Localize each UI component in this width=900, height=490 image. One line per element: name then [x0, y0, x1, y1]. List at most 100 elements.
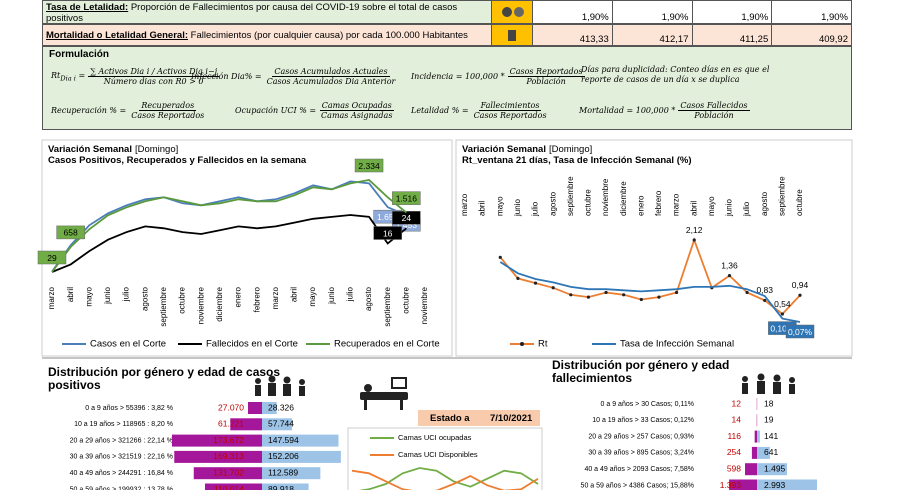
x-tick-label: septiembre [383, 286, 392, 326]
chart-title: Distribución por género y edad [552, 358, 729, 372]
point [586, 295, 591, 299]
label-box [785, 324, 815, 339]
legend-marker [520, 342, 524, 346]
x-tick-label: abril [66, 287, 75, 302]
bar [757, 463, 787, 476]
panel [347, 427, 543, 490]
formula: Incidencia = 100,000 * Casos Reportados Po… [411, 67, 585, 86]
note: Días para duplicidad: Conteo días en es … [581, 65, 770, 84]
formula: Ocupación UCI % = Camas Ocupadas Camas Asi… [235, 101, 394, 120]
x-tick-label: agosto [364, 286, 373, 311]
category-label: 0 a 9 años > 30 Casos; 0,11% [601, 401, 694, 408]
header-row: Tasa de Letalidad: Proporción de Falleci… [42, 0, 852, 24]
row-text: Fallecimientos (por cualquier causa) por… [190, 29, 468, 41]
panel [455, 139, 853, 357]
data-label: 61.221 [218, 419, 244, 429]
category-label: 20 a 29 años > 321266 : 22,14 % [70, 437, 173, 444]
x-tick-label: marzo [271, 286, 280, 309]
label-box [373, 226, 402, 240]
data-label: 0,10% [770, 323, 795, 333]
label-box [373, 209, 402, 224]
data-label: 89.918 [268, 484, 294, 490]
formula: Letalidad % = Fallecimientos Casos Reporta… [411, 101, 549, 120]
point [727, 273, 732, 278]
chart-title: positivos [48, 378, 101, 392]
bar [262, 434, 339, 447]
icon [491, 1, 532, 23]
x-tick-label: enero [234, 286, 243, 307]
point [639, 297, 643, 302]
category-label: 40 a 49 años > 244291 : 16,84 % [70, 470, 173, 477]
row-label: Tasa de Letalidad: [46, 2, 129, 13]
point [533, 281, 538, 285]
data-label: 19 [764, 415, 774, 425]
chart-title: fallecimientos [552, 371, 632, 385]
value: 1,90% [691, 1, 772, 23]
title: Variación Semanal [48, 144, 132, 155]
x-tick-label: abril [290, 287, 299, 302]
bar [757, 446, 770, 459]
series-line [351, 469, 539, 490]
x-tick-label: noviembre [420, 286, 429, 324]
legend-label: Fallecidos en el Corte [206, 339, 298, 350]
category-label: 50 a 59 años > 199932 : 13,78 % [70, 486, 173, 490]
num: Casos Reportados [507, 67, 585, 77]
lhs: Infección Dia% = [191, 72, 262, 81]
bar [204, 483, 262, 490]
data-label: 169.313 [213, 451, 244, 461]
data-label: 0,54 [774, 299, 791, 309]
icon [491, 25, 532, 45]
series-line [51, 179, 407, 273]
bar [262, 450, 341, 463]
x-tick-label: agosto [548, 191, 557, 216]
data-label: 29 [47, 253, 57, 263]
num: Recuperados [139, 101, 197, 111]
bar [172, 434, 262, 447]
title: Variación Semanal [462, 144, 546, 155]
bar [751, 446, 757, 459]
point [710, 286, 714, 290]
x-tick-label: julio [122, 286, 131, 302]
x-tick-label: abril [478, 201, 487, 216]
x-tick-label: octubre [584, 189, 593, 216]
row-label: Mortalidad o Letalidad General: [46, 29, 188, 41]
label-box [768, 321, 797, 335]
row-text: Proporción de Fallecimientos por causa d… [46, 2, 458, 24]
data-label: 173.672 [213, 435, 244, 445]
x-tick-label: julio [346, 286, 355, 302]
data-label: 254 [727, 447, 741, 457]
formulas-title: Formulación [49, 49, 110, 60]
lhs: Recuperación % = [51, 106, 127, 115]
lhs: Rt [51, 70, 61, 80]
num: Casos Acumulados Actuales [272, 67, 390, 77]
point [622, 293, 626, 297]
x-tick-label: junio [327, 286, 336, 304]
data-label: 2.334 [358, 161, 380, 171]
data-label: 28.326 [268, 402, 294, 412]
category-label: 10 a 19 años > 118965 : 8,20 % [74, 421, 173, 428]
bar [247, 402, 262, 414]
value: 411,25 [691, 25, 772, 45]
data-label: 147.594 [268, 435, 299, 445]
data-label: 152.206 [268, 451, 299, 461]
data-label: 1.453 [396, 220, 418, 230]
point [692, 238, 696, 242]
data-label: 110.014 [214, 484, 244, 490]
data-label: 1.393 [720, 480, 742, 490]
x-tick-label: febrero [654, 190, 663, 216]
den: Casos Acumulados Dia Anterior [266, 77, 396, 86]
data-label: 1.495 [764, 463, 786, 473]
chart-subtitle: Rt_ventana 21 días, Tasa de Infección Se… [462, 155, 692, 166]
x-tick-label: octubre [401, 286, 410, 313]
legend-label: Camas UCI ocupadas [398, 433, 472, 442]
data-label: 641 [764, 447, 778, 457]
den: Casos Reportados [131, 111, 205, 120]
label-box [392, 191, 421, 205]
label-box [56, 225, 85, 240]
data-label: 24 [402, 213, 412, 223]
den: Número dias con R0 > 0 [103, 77, 204, 86]
data-label: 57.744 [268, 419, 294, 429]
data-label: 2.993 [764, 480, 786, 490]
data-label: 116 [727, 431, 741, 441]
x-tick-label: marzo [460, 193, 469, 216]
